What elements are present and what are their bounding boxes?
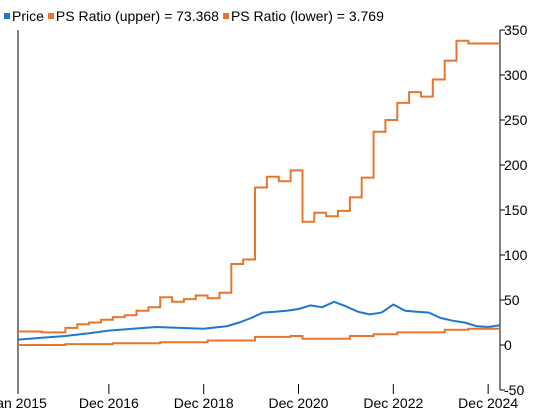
chart-legend: Price PS Ratio (upper) = 73.368 PS Ratio… <box>4 6 388 26</box>
legend-item-ps-upper[interactable]: PS Ratio (upper) = 73.368 <box>47 8 219 24</box>
y-tick-label: 350 <box>504 22 528 38</box>
legend-label-price: Price <box>12 8 44 24</box>
y-tick-label: 0 <box>504 337 512 353</box>
x-tick-label: Dec 2024 <box>458 395 518 411</box>
y-tick-label: 250 <box>504 112 528 128</box>
legend-label-ps-lower: PS Ratio (lower) = 3.769 <box>230 8 384 24</box>
series-line-1 <box>18 39 500 334</box>
legend-swatch-ps-upper <box>47 13 54 19</box>
legend-swatch-price <box>4 13 10 19</box>
series-line-2 <box>18 327 500 346</box>
y-tick-label: 200 <box>504 157 528 173</box>
x-tick-label: Dec 2018 <box>174 395 234 411</box>
legend-item-ps-lower[interactable]: PS Ratio (lower) = 3.769 <box>222 8 384 24</box>
x-tick-label: Dec 2020 <box>269 395 329 411</box>
legend-label-ps-upper: PS Ratio (upper) = 73.368 <box>55 8 219 24</box>
legend-item-price[interactable]: Price <box>4 8 44 24</box>
y-tick-label: 300 <box>504 67 528 83</box>
series-line-0 <box>17 300 501 341</box>
x-tick-label: Dec 2022 <box>363 395 423 411</box>
y-tick-label: 50 <box>504 292 520 308</box>
y-tick-label: -50 <box>504 382 524 398</box>
legend-swatch-ps-lower <box>222 13 229 19</box>
x-tick-label: Dec 2016 <box>79 395 139 411</box>
y-tick-label: 150 <box>504 202 528 218</box>
y-tick-label: 100 <box>504 247 528 263</box>
x-tick-label: Jan 2015 <box>0 395 47 411</box>
